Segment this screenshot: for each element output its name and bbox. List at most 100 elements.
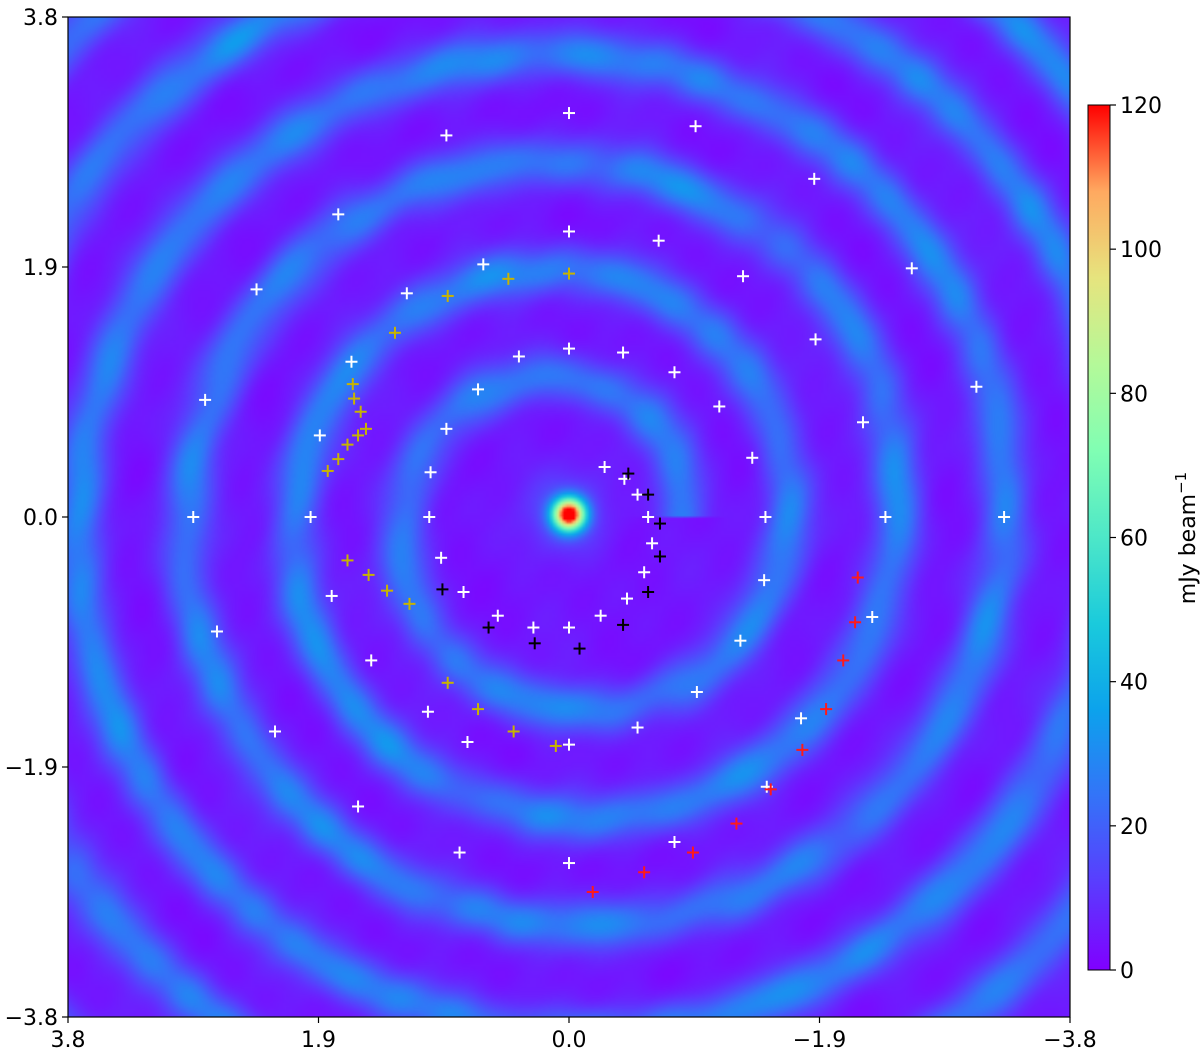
- plus-marker: [346, 378, 359, 391]
- plus-marker: [453, 846, 466, 859]
- plus-marker: [563, 621, 575, 634]
- colorbar-ticks: 0 20 40 60 80 100 120: [1110, 94, 1162, 984]
- plus-marker: [424, 466, 437, 479]
- plus-marker: [268, 725, 281, 738]
- plus-marker: [820, 703, 833, 716]
- plus-marker: [737, 270, 750, 283]
- y-axis: −3.8 −1.9 0.0 1.9 3.8: [5, 6, 68, 1031]
- plus-marker: [998, 511, 1011, 523]
- plus-marker: [758, 574, 771, 587]
- plus-marker: [563, 107, 575, 120]
- plus-marker: [866, 611, 879, 623]
- plus-marker: [210, 625, 223, 638]
- plus-marker: [563, 342, 575, 355]
- plus-marker: [348, 392, 361, 405]
- plus-marker: [617, 618, 630, 631]
- plus-marker: [400, 287, 413, 300]
- plus-marker: [341, 438, 354, 451]
- y-tick-label: −3.8: [5, 1006, 58, 1031]
- plus-marker: [646, 537, 659, 550]
- plus-marker: [631, 721, 644, 734]
- plus-marker: [563, 738, 575, 751]
- x-tick-label: −1.9: [793, 1028, 846, 1053]
- plus-marker: [638, 566, 651, 579]
- plus-marker: [477, 258, 490, 271]
- plus-marker: [734, 634, 747, 647]
- plus-marker: [598, 461, 611, 473]
- colorbar-tick-label: 20: [1120, 815, 1148, 840]
- plus-marker: [332, 453, 345, 466]
- plus-marker: [436, 583, 449, 596]
- plus-marker: [970, 380, 983, 393]
- plus-marker: [359, 422, 372, 435]
- plus-marker: [642, 488, 655, 501]
- plus-marker: [621, 592, 634, 605]
- plus-marker: [365, 654, 378, 667]
- plus-marker: [808, 172, 821, 185]
- plus-marker: [512, 350, 525, 363]
- plus-marker: [563, 267, 575, 280]
- plus-marker: [440, 129, 453, 142]
- x-tick-label: 0.0: [552, 1028, 587, 1053]
- plus-marker: [502, 272, 515, 285]
- plus-marker: [617, 346, 630, 359]
- plus-marker: [441, 289, 454, 302]
- plus-marker: [381, 584, 394, 597]
- colorbar-gradient: [1087, 104, 1111, 971]
- plus-marker: [388, 326, 401, 339]
- colorbar-tick-label: 60: [1120, 527, 1148, 552]
- plus-marker: [472, 383, 485, 396]
- plus-marker: [441, 676, 454, 689]
- plus-marker: [638, 866, 651, 879]
- x-tick-label: 3.8: [51, 1028, 86, 1053]
- plus-marker: [668, 366, 681, 379]
- y-tick-label: 1.9: [23, 256, 58, 281]
- plus-marker: [652, 234, 665, 247]
- plus-marker: [573, 642, 586, 655]
- plus-marker: [482, 621, 495, 634]
- plus-marker: [713, 400, 726, 413]
- plus-marker: [622, 467, 635, 480]
- marker-layer: [187, 107, 1011, 898]
- plus-marker: [796, 743, 809, 756]
- plus-marker: [730, 817, 743, 830]
- plus-marker: [187, 511, 200, 523]
- plus-marker: [563, 857, 575, 870]
- colorbar-tick-label: 100: [1120, 238, 1162, 263]
- plus-marker: [594, 609, 607, 622]
- plus-marker: [354, 405, 367, 418]
- plus-marker: [421, 705, 434, 718]
- plus-marker: [642, 511, 655, 523]
- plus-marker: [491, 609, 504, 622]
- plus-marker: [352, 429, 365, 442]
- plus-marker: [746, 451, 759, 464]
- plus-marker: [457, 586, 470, 598]
- plus-marker: [435, 551, 448, 564]
- plus-marker: [304, 511, 317, 523]
- plus-marker: [905, 262, 918, 275]
- plus-marker: [332, 208, 345, 221]
- plus-marker: [849, 616, 862, 629]
- x-tick-label: 1.9: [301, 1028, 336, 1053]
- colorbar-tick-label: 40: [1120, 671, 1148, 696]
- x-tick-label: −3.8: [1043, 1028, 1096, 1053]
- colorbar-tick-label: 0: [1120, 959, 1134, 984]
- plus-marker: [528, 637, 541, 650]
- colorbar-label: mJy beam−1: [1172, 472, 1200, 604]
- plus-marker: [352, 800, 365, 813]
- intensity-heatmap: [68, 17, 1070, 1017]
- plus-marker: [423, 511, 436, 523]
- plus-marker: [549, 739, 562, 752]
- plus-marker: [403, 597, 416, 610]
- colorbar-label-unit: mJy beam: [1176, 494, 1200, 604]
- plus-marker: [653, 550, 666, 563]
- plus-marker: [325, 589, 338, 602]
- plus-marker: [653, 517, 666, 530]
- plus-marker: [321, 464, 334, 477]
- y-tick-label: −1.9: [5, 756, 58, 781]
- plus-marker: [857, 416, 870, 429]
- y-tick-label: 0.0: [23, 506, 58, 531]
- plus-marker: [851, 571, 864, 584]
- plus-marker: [809, 333, 822, 346]
